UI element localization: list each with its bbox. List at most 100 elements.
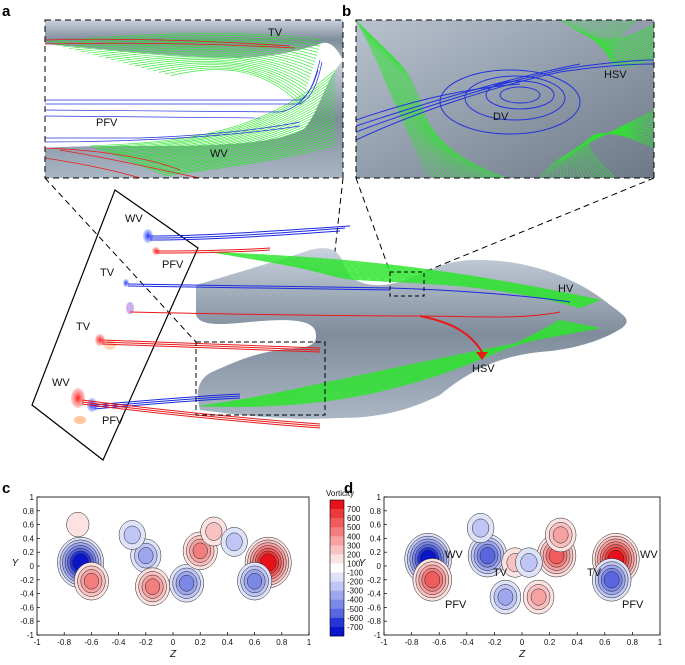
panel-d-xtick-9: 0.8 <box>627 638 639 647</box>
panel-a-tv-label: TV <box>268 27 283 39</box>
panel-a-frame <box>44 19 344 179</box>
panel-b-streamlines <box>356 20 654 178</box>
colorbar-level-13: -700 <box>347 623 364 632</box>
panel-d-ytick-3: 0.4 <box>370 534 382 543</box>
panel-d-vortex-1 <box>412 558 452 602</box>
panel-c-xtick-7: 0.4 <box>222 638 234 647</box>
main-pfv-bottom-label: PFV <box>102 415 124 427</box>
panel-d-xtick-5: 0 <box>520 638 525 647</box>
panel-c-xtick-2: -0.6 <box>85 638 99 647</box>
panel-b-letter: b <box>342 3 351 20</box>
panel-d-xtick-3: -0.4 <box>460 638 474 647</box>
colorbar-swatch-6 <box>330 554 344 564</box>
panel-d-xtick-4: -0.2 <box>488 638 502 647</box>
panel-d-xtick-2: -0.6 <box>432 638 446 647</box>
colorbar-level-8: -200 <box>347 578 364 587</box>
panel-d-letter: d <box>344 480 353 497</box>
panel-a-streamlines <box>45 33 336 177</box>
panel-b: b HSV DV <box>342 3 655 179</box>
colorbar-level-11: -500 <box>347 605 364 614</box>
panel-c-xtick-10: 1 <box>307 638 312 647</box>
panel-c-xtick-3: -0.4 <box>112 638 126 647</box>
panel-d-ytick-9: -0.8 <box>367 617 381 626</box>
panel-c-vortex-11 <box>220 527 248 557</box>
panel-c-xtick-1: -0.8 <box>57 638 71 647</box>
colorbar-level-2: 500 <box>347 523 361 532</box>
panel-d-xtick-8: 0.6 <box>599 638 611 647</box>
panel-b-hsv-label: HSV <box>604 69 627 81</box>
panel-d-ytick-5: 0 <box>377 562 382 571</box>
colorbar-swatch-1 <box>330 509 344 519</box>
main-hv-label: HV <box>558 283 574 295</box>
panel-d: d -1 -0.8 -0.6 -0.4 -0.2 0 0.2 0.4 0.6 0.8 1 1 0.8 0.… <box>344 480 663 660</box>
panel-c-vortex-9 <box>237 562 273 601</box>
zoom-box-a <box>195 341 326 416</box>
panel-c-xtick-6: 0.2 <box>195 638 207 647</box>
panel-c-xtick-9: 0.8 <box>276 638 288 647</box>
colorbar-swatch-7 <box>330 563 344 573</box>
panel-c-xtick-5: 0 <box>171 638 176 647</box>
panel-a-letter: a <box>2 3 11 20</box>
main-vortex-tubes <box>81 225 571 429</box>
main-pfv-top-label: PFV <box>162 259 184 271</box>
panel-d-tv-left-label: TV <box>493 567 508 579</box>
panel-d-xlabel: Z <box>518 649 526 660</box>
panel-a: a <box>2 3 344 179</box>
vorticity-colorbar: Vorticity 700600500400300200100-100-200-3… <box>326 489 364 637</box>
panel-d-vortex-9 <box>522 579 555 615</box>
zoom-box-b <box>389 271 425 297</box>
panel-a-red-lines <box>45 38 296 178</box>
colorbar-swatch-10 <box>330 590 344 601</box>
colorbar-level-5: 200 <box>347 550 361 559</box>
main-tv-2-label: TV <box>76 321 91 333</box>
panel-d-tv-right-label: TV <box>587 567 602 579</box>
panel-c-xtick-0: -1 <box>33 638 41 647</box>
panel-b-frame <box>355 19 655 179</box>
colorbar-swatch-5 <box>330 545 344 555</box>
panel-c-ytick-5: 0 <box>30 562 35 571</box>
panel-d-ylabel: Y <box>359 558 367 569</box>
panel-d-pfv-left-label: PFV <box>445 599 467 611</box>
panel-b-dv-label: DV <box>493 111 509 123</box>
panel-d-xtick-0: -1 <box>380 638 388 647</box>
panel-c-ytick-6: -0.2 <box>20 576 34 585</box>
panel-d-vortex-8 <box>489 579 522 615</box>
main-3d-view: WV PFV TV TV WV PFV HV HSV <box>31 189 627 461</box>
colorbar-level-6: 100 <box>347 559 361 568</box>
panel-d-xtick-10: 1 <box>658 638 663 647</box>
cross-section-plane <box>31 189 199 461</box>
panel-c-ytick-2: 0.6 <box>23 521 35 530</box>
panel-d-xtick-6: 0.2 <box>544 638 556 647</box>
panel-a-wv-label: WV <box>210 148 228 160</box>
colorbar-swatch-12 <box>330 608 344 619</box>
panel-c-vortex-1 <box>73 562 109 601</box>
colorbar-swatch-13 <box>330 617 344 628</box>
panel-d-pfv-right-label: PFV <box>622 599 644 611</box>
colorbar-swatch-8 <box>330 572 344 582</box>
panel-c-vortex-5 <box>169 564 205 603</box>
panel-d-vortex-3 <box>592 558 632 602</box>
panel-c-xtick-8: 0.6 <box>249 638 261 647</box>
panel-c-ytick-9: -0.8 <box>20 617 34 626</box>
colorbar-level-12: -600 <box>347 614 364 623</box>
panel-c: c -1 -0.8 -0.6 -0.4 -0.2 0 0.2 0.4 0.6 0.8 1 1 0.8 0.… <box>2 480 364 660</box>
panel-c-ytick-0: 1 <box>30 493 35 502</box>
colorbar-swatch-11 <box>330 599 344 610</box>
panel-c-plot: -1 -0.8 -0.6 -0.4 -0.2 0 0.2 0.4 0.6 0.8 1 1 0.8 0.6 0… <box>12 493 312 660</box>
colorbar-swatch-4 <box>330 536 344 546</box>
panel-d-ytick-2: 0.6 <box>370 521 382 530</box>
panel-d-vortex-4 <box>467 534 508 578</box>
panel-c-ytick-7: -0.4 <box>20 590 34 599</box>
panel-d-wv-left-label: WV <box>445 549 463 561</box>
colorbar-level-3: 400 <box>347 532 361 541</box>
panel-c-ytick-3: 0.4 <box>23 534 35 543</box>
panel-c-vortex-7 <box>200 516 228 547</box>
panel-d-ytick-1: 0.8 <box>370 507 382 516</box>
panel-c-xlabel: Z <box>169 649 177 660</box>
panel-d-vortex-7 <box>544 517 577 553</box>
panel-c-xtick-4: -0.2 <box>139 638 153 647</box>
panel-c-vortex-4 <box>135 567 171 606</box>
panel-d-xtick-1: -0.8 <box>405 638 419 647</box>
panel-c-ytick-4: 0.2 <box>23 548 35 557</box>
